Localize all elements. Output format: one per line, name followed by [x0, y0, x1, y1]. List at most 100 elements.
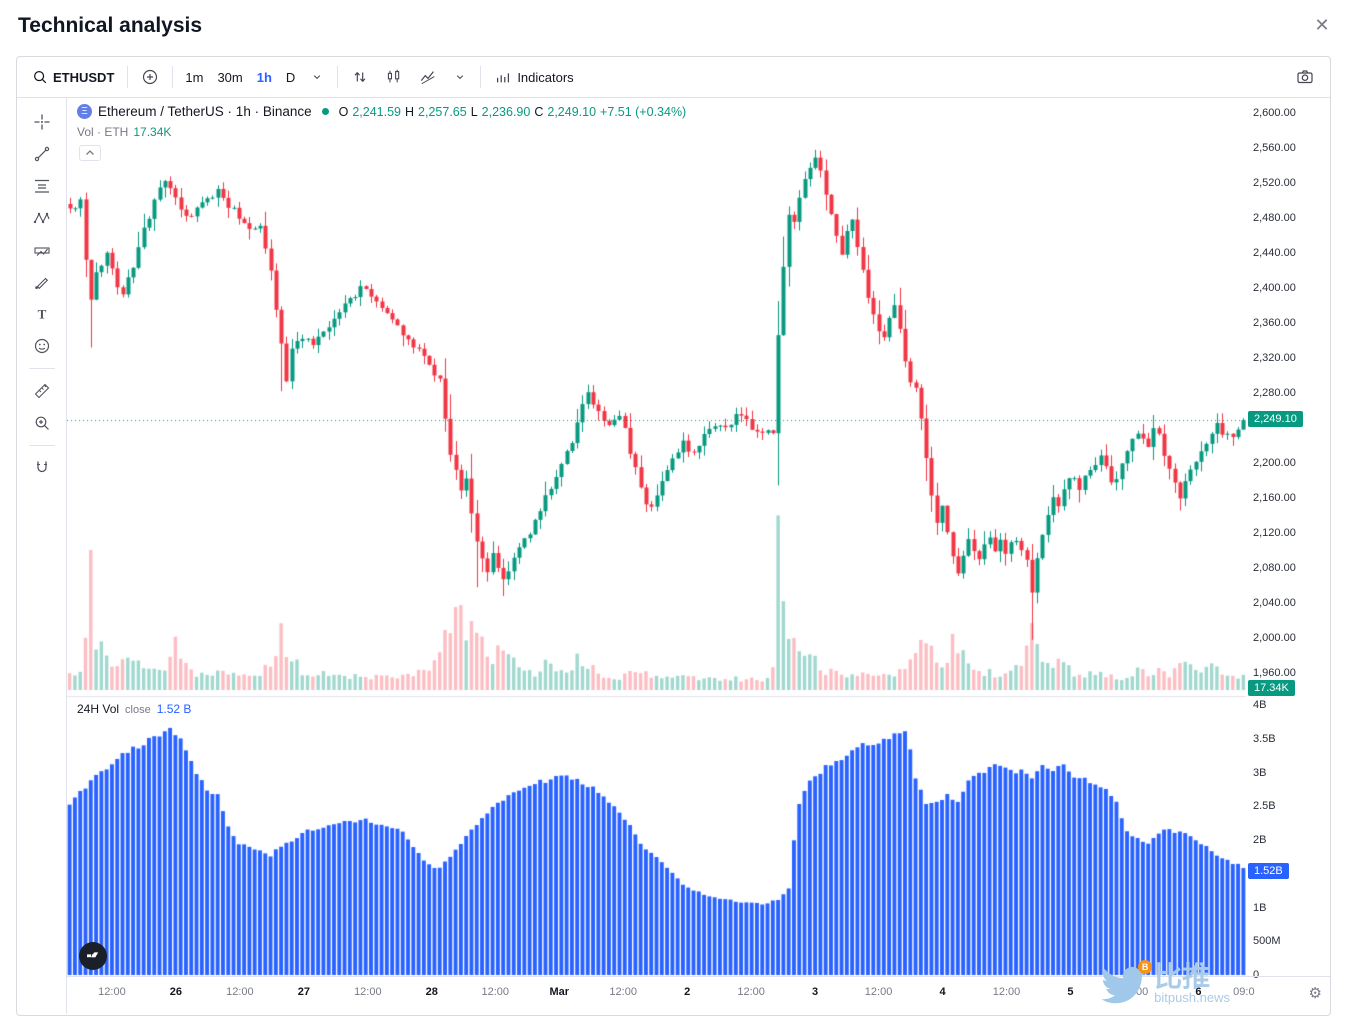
magnet-icon [36, 461, 47, 473]
price-tick: 2,600.00 [1253, 107, 1296, 119]
ruler-icon [34, 383, 49, 399]
price-tick: 2,160.00 [1253, 492, 1296, 504]
low-value: 2,236.90 [481, 104, 531, 119]
tradingview-widget: ETHUSDT 1m 30m 1h D Indicators [16, 56, 1331, 1016]
toolbar-separator [337, 66, 339, 88]
tool-crosshair[interactable] [25, 107, 59, 137]
time-label-day: Mar [549, 986, 569, 998]
interval-30m[interactable]: 30m [211, 66, 248, 89]
toolbar-separator [480, 66, 482, 88]
time-axis[interactable]: ⚙ 12:00 26 12:00 27 12:00 28 12:00 Mar 12:00 2 12:… [67, 976, 1330, 1014]
tool-ruler[interactable] [25, 376, 59, 406]
live-dot-icon [321, 108, 329, 115]
brush-icon [34, 277, 48, 290]
lower-panel-legend: 24H Vol close 1.52 B [77, 702, 191, 716]
price-tick: 2,560.00 [1253, 142, 1296, 154]
forecast-icon [33, 247, 50, 256]
price-tick: 2,480.00 [1253, 212, 1296, 224]
candles-style-icon [388, 69, 400, 83]
time-label: 12:00 [737, 986, 765, 998]
price-scale-arrows-button[interactable] [344, 64, 376, 90]
price-tick: 2,040.00 [1253, 597, 1296, 609]
tool-fib-retracement[interactable] [25, 171, 59, 201]
tool-forecast[interactable] [25, 235, 59, 265]
volume-tick: 1B [1253, 901, 1267, 914]
fib-retracement-icon [34, 179, 49, 193]
tool-text[interactable]: T [25, 299, 59, 329]
price-tick: 2,400.00 [1253, 282, 1296, 294]
toolbar-separator [172, 66, 174, 88]
interval-1m[interactable]: 1m [179, 66, 209, 89]
time-label-day: 26 [169, 986, 183, 998]
gear-icon[interactable]: ⚙ [1308, 985, 1322, 1002]
styles-dropdown[interactable] [446, 66, 474, 88]
volume-label: Vol · ETH [77, 125, 129, 139]
volume-legend: Vol · ETH 17.34K [77, 125, 171, 139]
price-tick: 1,960.00 [1253, 667, 1296, 679]
high-label: H [405, 104, 415, 119]
tool-magnet[interactable] [25, 453, 59, 483]
price-tick: 2,320.00 [1253, 352, 1296, 364]
chart-style-line-button[interactable] [412, 64, 444, 90]
tool-brush[interactable] [25, 267, 59, 297]
time-label: 12:00 [481, 986, 509, 998]
time-label-day: 4 [939, 986, 946, 998]
price-tick: 2,520.00 [1253, 177, 1296, 189]
indicators-button[interactable]: Indicators [487, 64, 580, 90]
chart-toolbar: ETHUSDT 1m 30m 1h D Indicators [17, 57, 1330, 98]
trend-line-icon [34, 146, 49, 162]
tradingview-logo-icon [87, 952, 99, 958]
time-label-day: 5 [1067, 986, 1074, 998]
price-tick: 2,080.00 [1253, 562, 1296, 574]
interval-1d[interactable]: D [280, 66, 301, 89]
time-label-day: 27 [297, 986, 310, 998]
lower-legend-value: 1.52 B [156, 702, 192, 716]
volume-value: 17.34K [133, 125, 172, 139]
volume-tick: 2B [1253, 834, 1267, 846]
tool-xabcd-pattern[interactable] [25, 203, 59, 233]
time-label-day: 2 [684, 986, 691, 998]
intervals-dropdown[interactable] [303, 66, 331, 88]
line-style-icon [421, 71, 435, 85]
vol24h-badge: 1.52B [1248, 863, 1289, 880]
tool-separator [28, 445, 55, 446]
high-value: 2,257.65 [418, 104, 467, 119]
chart-legend: Ξ Ethereum / TetherUS · 1h · Binance O 2,… [77, 104, 686, 119]
tool-zoom-in[interactable] [25, 408, 59, 438]
collapse-legend-button[interactable] [79, 145, 101, 161]
tool-emoji[interactable] [25, 331, 59, 361]
open-value: 2,241.59 [352, 104, 402, 119]
interval-1h[interactable]: 1h [251, 66, 278, 89]
close-icon[interactable]: ✕ [1309, 12, 1335, 38]
low-label: L [470, 104, 478, 119]
volume-badge: 17.34K [1248, 680, 1295, 696]
time-label: 12:00 [226, 986, 254, 998]
emoji-icon [34, 338, 49, 354]
tool-trend-line[interactable] [25, 139, 59, 169]
tradingview-logo[interactable] [79, 942, 107, 970]
price-tick: 2,000.00 [1253, 632, 1296, 644]
chart-canvas[interactable] [67, 98, 1246, 976]
time-label-day: 28 [425, 986, 438, 998]
chart-style-candles-button[interactable] [378, 64, 410, 90]
chevron-down-icon [457, 75, 464, 80]
chart-area: Ξ Ethereum / TetherUS · 1h · Binance O 2,… [67, 98, 1246, 1005]
xabcd-pattern-icon [33, 212, 50, 224]
indicators-label: Indicators [517, 69, 574, 85]
volume-tick: 4B [1253, 699, 1267, 711]
volume-tick: 3B [1253, 766, 1267, 779]
snapshot-button[interactable] [1288, 63, 1322, 91]
plus-circle-icon [143, 69, 158, 85]
price-tick: 2,440.00 [1253, 247, 1296, 259]
drawing-toolbar: T [17, 98, 67, 1014]
time-label: 12:00 [98, 986, 126, 998]
volume-tick: 2.5B [1253, 800, 1276, 813]
symbol-search-button[interactable]: ETHUSDT [25, 65, 121, 89]
compare-button[interactable] [134, 64, 166, 90]
search-icon [34, 71, 47, 84]
price-axis[interactable]: 2,600.00 2,560.00 2,520.00 2,480.00 2,440.00… [1246, 98, 1330, 981]
close-label: C [534, 104, 544, 119]
page-header: Technical analysis ✕ [0, 0, 1347, 52]
volume-tick: 500M [1253, 935, 1281, 948]
close-value: 2,249.10 [547, 104, 597, 119]
